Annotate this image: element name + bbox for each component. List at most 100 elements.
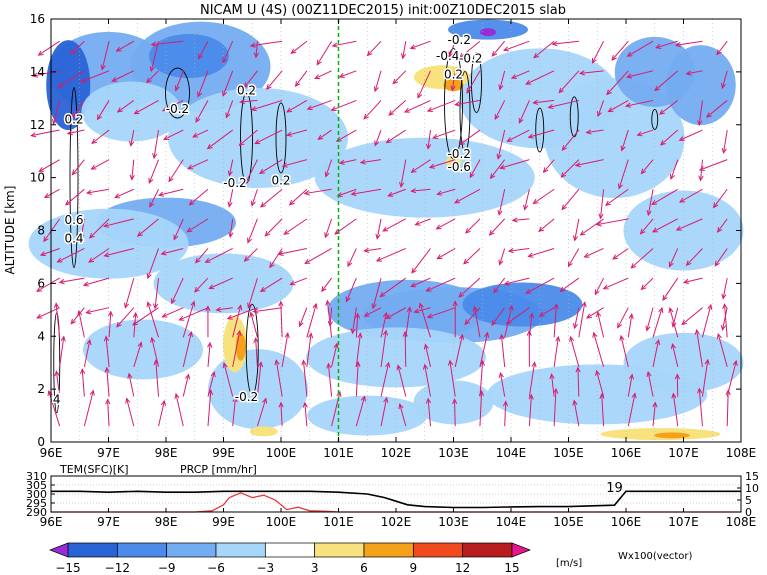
- wind-vector-head: [406, 306, 412, 313]
- wind-vector: [528, 394, 532, 427]
- colorbar-label: 9: [410, 561, 418, 575]
- bottom-left-tick-label: 300: [26, 488, 47, 501]
- wind-vector-head: [247, 302, 253, 309]
- wind-vector-head: [400, 53, 407, 60]
- wind-vector-head: [89, 389, 95, 396]
- wind-vector: [198, 40, 209, 59]
- y-tick-label: 0: [37, 435, 45, 449]
- wind-vector: [259, 159, 283, 174]
- wind-vector: [508, 247, 530, 252]
- wind-vector: [699, 159, 728, 171]
- wind-vector-head: [186, 227, 193, 233]
- wind-vector-head: [674, 373, 681, 380]
- wind-vector: [133, 313, 137, 338]
- wind-vector-head: [253, 337, 259, 344]
- wind-vector-head: [463, 258, 469, 265]
- wind-vector: [346, 277, 357, 302]
- wind-vector: [676, 40, 703, 46]
- wind-vector: [380, 330, 387, 367]
- wind-vector: [574, 218, 580, 241]
- wind-vector: [449, 360, 456, 397]
- wind-vector-head: [171, 298, 176, 305]
- wind-vector: [637, 129, 654, 136]
- wind-vector: [500, 159, 530, 169]
- strong-patch: [480, 28, 496, 37]
- wind-vector: [38, 40, 60, 56]
- wind-vector-head: [88, 257, 95, 263]
- wind-vector: [228, 189, 234, 207]
- wind-vector-head: [599, 392, 605, 399]
- wind-vector-head: [58, 279, 65, 285]
- wind-vector-head: [160, 250, 167, 256]
- wind-vector-head: [104, 366, 110, 373]
- wind-vector: [106, 367, 110, 397]
- wind-vector-head: [307, 332, 314, 339]
- wind-vector: [154, 278, 160, 309]
- wind-vector: [518, 100, 530, 124]
- wind-vector: [560, 277, 580, 292]
- wind-vector: [331, 343, 338, 368]
- wind-vector: [306, 333, 312, 367]
- wind-vector: [316, 40, 333, 65]
- wind-vector: [101, 41, 110, 70]
- y-tick-label: 16: [30, 12, 45, 26]
- wind-vector: [548, 99, 579, 108]
- wind-vector-head: [375, 256, 382, 262]
- wind-vector: [652, 307, 663, 338]
- wind-vector-head: [503, 280, 510, 286]
- wind-vector-head: [89, 232, 95, 239]
- wind-vector: [151, 40, 184, 46]
- wind-vector: [80, 218, 85, 240]
- wind-vector-head: [259, 286, 266, 293]
- wind-vector: [194, 277, 209, 293]
- bottom-x-tick-label: 102E: [381, 515, 412, 529]
- wind-vector: [83, 277, 110, 286]
- bottom-x-tick-label: 99E: [212, 515, 235, 529]
- wind-vector: [232, 305, 242, 338]
- wind-vector: [717, 218, 728, 233]
- wind-vector: [617, 307, 629, 328]
- wind-vector: [511, 70, 530, 79]
- wind-vector-head: [646, 210, 652, 217]
- wind-vector-head: [422, 363, 429, 370]
- wind-vector: [451, 70, 456, 91]
- wind-vector: [679, 129, 703, 141]
- wind-vector-head: [679, 197, 686, 203]
- shade-blob: [306, 327, 486, 388]
- wind-vector: [332, 40, 357, 47]
- wind-vector-head: [484, 331, 490, 338]
- wind-vector-head: [258, 168, 265, 175]
- wind-vector: [189, 188, 209, 206]
- wind-vector: [116, 40, 135, 52]
- bottom-right-tick-label: 10: [745, 482, 759, 495]
- wind-vector-head: [606, 89, 612, 96]
- wind-vector-head: [698, 175, 704, 182]
- wind-vector: [67, 129, 85, 135]
- wind-vector-head: [278, 401, 284, 408]
- wind-vector: [672, 307, 679, 327]
- wind-vector: [553, 304, 557, 338]
- wind-vector: [427, 398, 431, 427]
- wind-vector-head: [326, 362, 332, 369]
- wind-vector-head: [413, 308, 420, 314]
- bottom-right-tick-label: 5: [745, 494, 752, 507]
- wind-vector-head: [497, 209, 503, 216]
- y-tick-label: 10: [30, 171, 45, 185]
- wind-vector-head: [36, 313, 43, 319]
- wind-vector: [551, 374, 555, 397]
- wind-vector: [497, 129, 506, 159]
- wind-vector-head: [410, 188, 417, 194]
- wind-vector: [278, 247, 307, 255]
- warm-patch: [235, 332, 246, 361]
- wind-vector-head: [674, 42, 682, 48]
- wind-vector: [618, 159, 629, 189]
- wind-vector: [128, 373, 135, 397]
- wind-vector-head: [561, 145, 568, 151]
- wind-vector: [552, 40, 579, 45]
- wind-vector-head: [385, 138, 392, 144]
- wind-vector-head: [225, 112, 231, 119]
- wind-vector-head: [382, 329, 389, 336]
- wind-vector: [282, 159, 308, 167]
- wind-vector: [337, 188, 357, 197]
- wind-vector: [209, 277, 233, 289]
